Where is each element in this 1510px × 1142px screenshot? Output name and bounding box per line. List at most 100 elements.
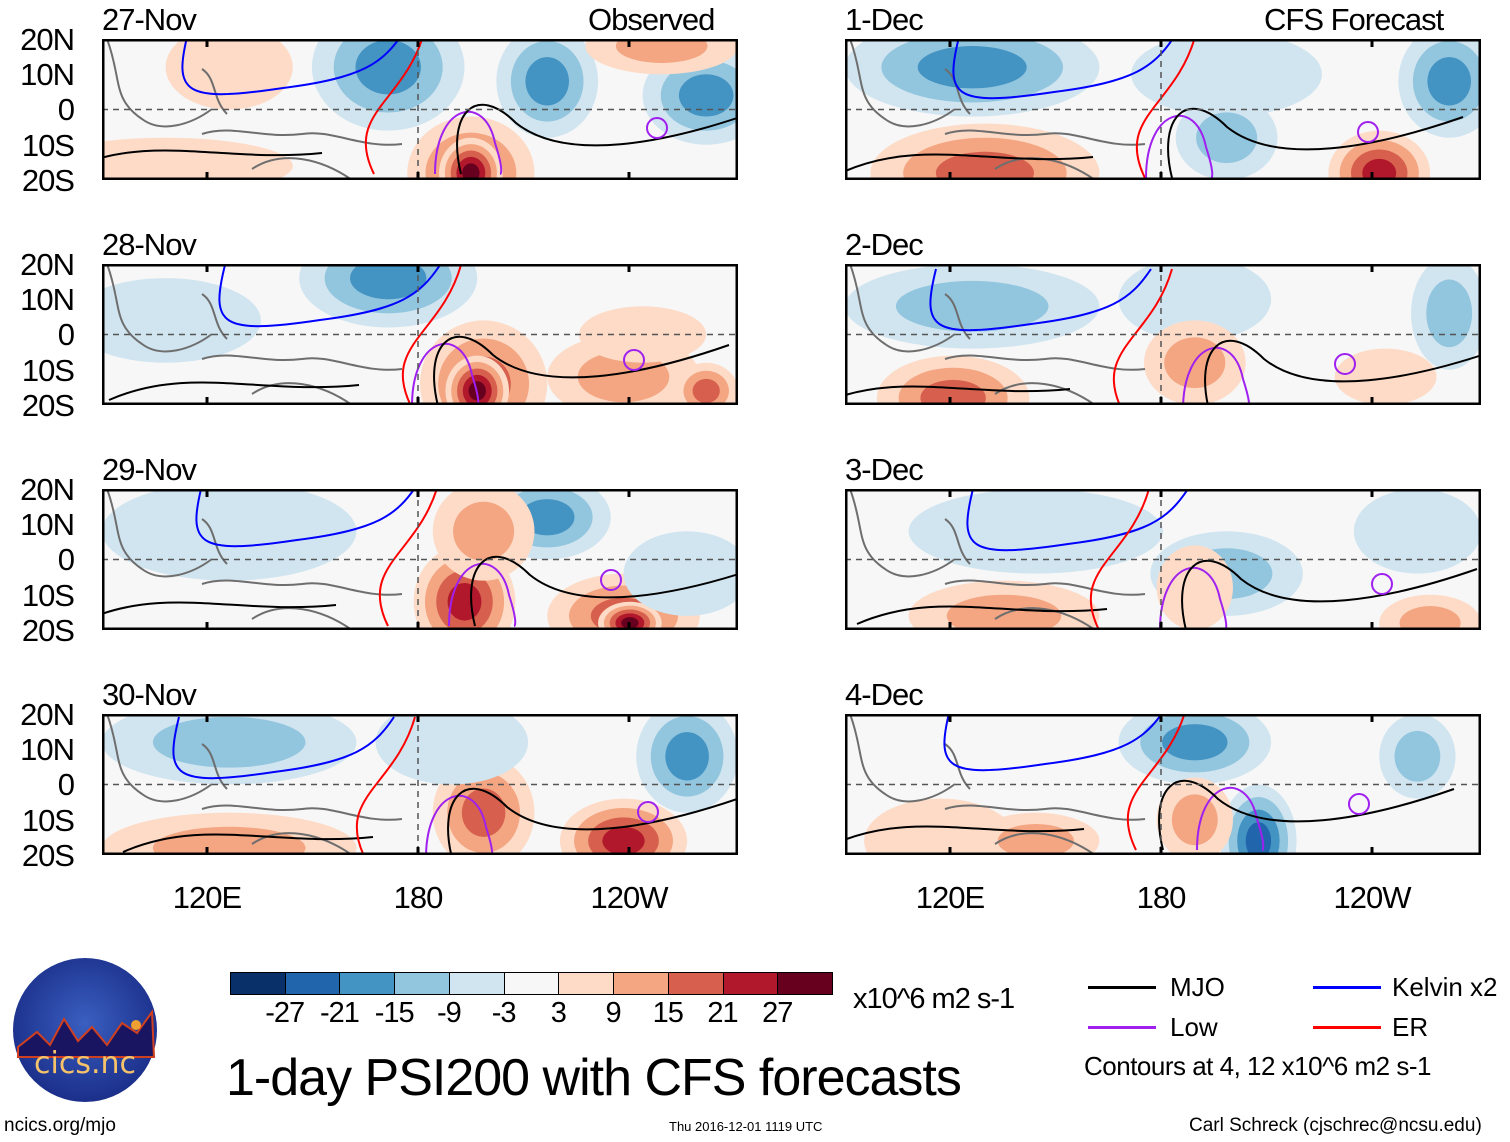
map-panel-forecast	[845, 714, 1481, 855]
anomaly-shading	[678, 74, 734, 117]
colorbar-units: x10^6 m2 s-1	[853, 983, 1015, 1015]
contour-line	[1371, 573, 1394, 595]
contour-line	[929, 268, 1152, 332]
panel-date: 3-Dec	[845, 452, 924, 487]
coastline	[849, 39, 1146, 180]
colorbar-label: 21	[707, 997, 738, 1029]
lat-label: 0	[57, 317, 75, 353]
coastline	[849, 489, 1146, 630]
contour-line	[1196, 786, 1265, 851]
contour-line	[952, 39, 1174, 100]
anomaly-shading	[350, 264, 427, 300]
panel-frame	[102, 264, 738, 405]
lon-label: 120E	[172, 880, 242, 915]
map-canvas	[845, 39, 1481, 180]
anomaly-shading	[1131, 39, 1322, 117]
anomaly-shading	[102, 137, 293, 180]
contour-line	[1182, 346, 1251, 405]
colorbar-swatch	[284, 972, 341, 995]
anomaly-shading	[615, 39, 708, 63]
colorbar-swatch	[339, 972, 396, 995]
lat-label: 10S	[21, 802, 75, 838]
anomaly-shading	[1353, 489, 1481, 574]
figure-title: 1-day PSI200 with CFS forecasts	[226, 1049, 962, 1107]
contour-line	[1348, 793, 1371, 815]
panel-date: 1-Dec	[845, 2, 924, 37]
contour-line	[1089, 489, 1150, 630]
lat-label: 10N	[20, 282, 75, 318]
map-canvas	[102, 264, 738, 405]
panel-frame	[102, 39, 738, 180]
contour-line	[108, 381, 360, 401]
map-canvas	[845, 489, 1481, 630]
contour-line	[637, 801, 660, 823]
contour-line	[966, 489, 1189, 552]
anomaly-shading	[1162, 724, 1228, 761]
lat-label: 0	[57, 92, 75, 128]
lat-label: 20N	[20, 472, 75, 507]
panel-frame	[102, 489, 738, 630]
panel-frame	[102, 714, 738, 855]
anomaly-shading	[665, 732, 709, 781]
contour-line	[172, 716, 395, 780]
map-canvas	[845, 714, 1481, 855]
colorbar-label: -3	[491, 997, 517, 1029]
contour-line	[1334, 353, 1357, 375]
colorbar-label: 15	[652, 997, 684, 1029]
lat-label: 20N	[20, 22, 75, 57]
legend-label-er: ER	[1392, 1012, 1429, 1042]
contour-line	[470, 555, 738, 627]
colorbar-swatch	[558, 972, 615, 995]
contour-line	[1181, 559, 1478, 630]
anomaly-shading	[1427, 57, 1472, 106]
map-canvas	[102, 714, 738, 855]
footer-timestamp: Thu 2016-12-01 1119 UTC	[669, 1119, 823, 1134]
logo-text: cics.nc	[34, 1046, 136, 1081]
colorbar-label: 9	[605, 997, 622, 1029]
panel-date: 27-Nov	[102, 2, 197, 37]
panel-date: 29-Nov	[102, 452, 197, 487]
legend-label-low: Low	[1170, 1012, 1218, 1042]
anomaly-shading	[1399, 606, 1461, 630]
contour-line	[447, 787, 738, 855]
colorbar-label: -21	[319, 997, 360, 1029]
anomaly-shading	[1118, 264, 1272, 342]
contour-line	[1167, 107, 1464, 179]
anomaly-shading	[1156, 545, 1233, 630]
map-panel-observed	[102, 714, 738, 855]
lon-label: 120W	[590, 880, 669, 915]
coastline	[106, 714, 403, 855]
coastline	[849, 714, 1146, 855]
contour-line	[448, 562, 517, 627]
panel-date: 30-Nov	[102, 677, 197, 712]
anomaly-shading	[577, 351, 670, 403]
contour-line	[433, 335, 730, 405]
contour-line	[1126, 714, 1186, 851]
contour-line	[195, 489, 416, 548]
lat-label: 0	[57, 542, 75, 578]
anomaly-shading	[1334, 348, 1437, 405]
anomaly-shading	[102, 278, 261, 363]
map-panel-forecast	[845, 489, 1481, 630]
colorbar-swatch	[230, 972, 286, 995]
map-canvas	[102, 39, 738, 180]
contour-line	[646, 117, 669, 139]
lat-label: 10N	[20, 57, 75, 93]
colorbar-swatch	[394, 972, 450, 995]
colorbar-swatch	[448, 972, 505, 995]
map-panel-observed	[102, 489, 738, 630]
panel-frame	[845, 489, 1481, 630]
anomaly-shading	[1394, 730, 1441, 782]
lon-label: 180	[1136, 880, 1187, 915]
contour-line	[856, 605, 1108, 625]
contour-line	[623, 349, 646, 371]
legend-label-mjo: MJO	[1170, 972, 1225, 1002]
anomaly-shading	[1426, 279, 1473, 348]
anomaly-shading	[375, 714, 529, 785]
colorbar-swatch	[667, 972, 724, 995]
contour-line	[943, 714, 1163, 772]
legend-line-er	[1313, 1026, 1381, 1029]
footer-author: Carl Schreck (cjschrec@ncsu.edu)	[1189, 1115, 1482, 1136]
contour-line	[1135, 39, 1196, 179]
map-panel-observed	[102, 39, 738, 180]
